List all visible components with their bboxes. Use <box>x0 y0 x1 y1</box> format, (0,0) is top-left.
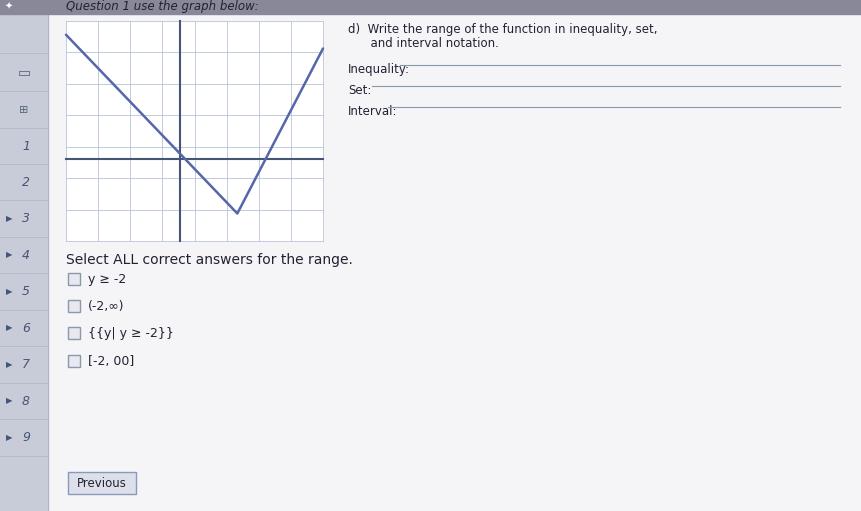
Text: 8: 8 <box>22 394 30 407</box>
Text: 7: 7 <box>22 358 30 371</box>
Text: {{y| y ≥ -2}}: {{y| y ≥ -2}} <box>88 327 174 339</box>
Text: ▶: ▶ <box>6 214 13 223</box>
Bar <box>68 273 80 285</box>
Text: Select ALL correct answers for the range.: Select ALL correct answers for the range… <box>66 253 353 267</box>
Text: Inequality:: Inequality: <box>348 63 410 76</box>
Text: Interval:: Interval: <box>348 105 398 118</box>
Bar <box>68 300 80 312</box>
Bar <box>0 0 48 511</box>
Text: 9: 9 <box>22 431 30 444</box>
Text: d)  Write the range of the function in inequality, set,: d) Write the range of the function in in… <box>348 23 658 36</box>
Text: Set:: Set: <box>348 84 371 97</box>
Text: [-2, 00]: [-2, 00] <box>88 355 134 367</box>
Text: 5: 5 <box>22 285 30 298</box>
Text: ▶: ▶ <box>6 433 13 442</box>
Text: Question 1 use the graph below:: Question 1 use the graph below: <box>66 0 259 13</box>
Text: ⊞: ⊞ <box>19 105 28 114</box>
Text: ▶: ▶ <box>6 250 13 260</box>
Text: Previous: Previous <box>77 476 127 490</box>
Text: 2: 2 <box>22 175 30 189</box>
Text: ✦: ✦ <box>5 2 13 12</box>
Text: (-2,∞): (-2,∞) <box>88 299 125 313</box>
Text: 3: 3 <box>22 212 30 225</box>
Bar <box>68 327 80 339</box>
Text: and interval notation.: and interval notation. <box>348 37 499 50</box>
Bar <box>0 0 861 14</box>
Bar <box>66 21 323 241</box>
Text: ▭: ▭ <box>17 65 30 79</box>
Text: ▶: ▶ <box>6 397 13 406</box>
Bar <box>68 355 80 367</box>
Text: ▶: ▶ <box>6 360 13 369</box>
Text: 1: 1 <box>22 140 30 152</box>
Text: 4: 4 <box>22 248 30 262</box>
Text: 6: 6 <box>22 321 30 335</box>
Text: ▶: ▶ <box>6 287 13 296</box>
Bar <box>68 472 136 494</box>
Text: y ≥ -2: y ≥ -2 <box>88 272 127 286</box>
Text: ▶: ▶ <box>6 323 13 333</box>
